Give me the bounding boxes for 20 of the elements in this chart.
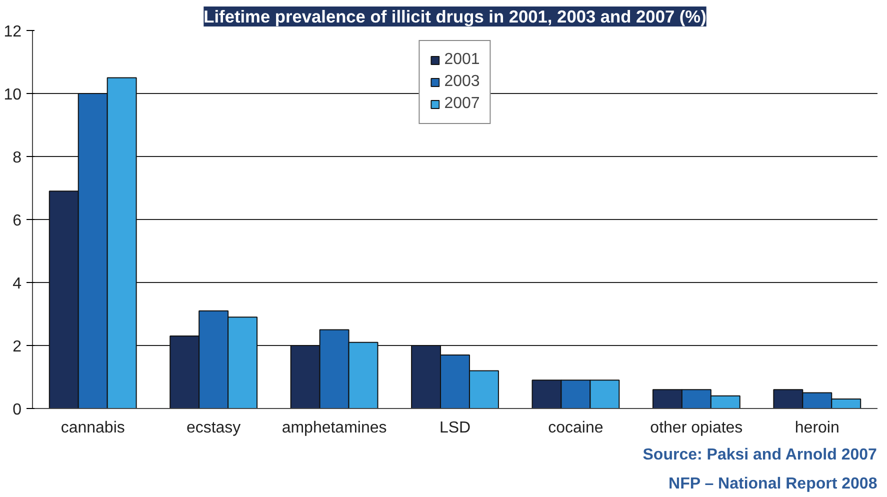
y-tick-label: 10 — [4, 86, 22, 104]
y-tick-label: 2 — [12, 338, 22, 356]
legend-label: 2003 — [444, 73, 480, 91]
legend-label: 2001 — [444, 51, 480, 69]
legend-label: 2007 — [444, 95, 480, 113]
x-tick-label: cocaine — [548, 420, 604, 436]
y-tick-label: 8 — [12, 150, 22, 166]
x-tick-label: amphetamines — [282, 420, 387, 436]
text: NFP – National Report 2008 — [668, 476, 878, 492]
x-tick-label: LSD — [439, 420, 471, 436]
y-tick-label: 4 — [12, 276, 22, 292]
y-tick-label: 0 — [12, 402, 22, 418]
chart-title: Lifetime prevalence of illicit drugs in 2001, 2003 and 2007 (%) — [204, 6, 706, 26]
x-tick-label: other opiates — [650, 420, 743, 436]
y-tick-label: 6 — [12, 212, 22, 230]
x-tick-label: ecstasy — [186, 420, 241, 436]
y-tick-label: 12 — [4, 24, 22, 40]
x-tick-label: heroin — [794, 420, 840, 436]
source-note: Source: Paksi and Arnold 2007 — [642, 446, 878, 464]
x-tick-label: cannabis — [60, 420, 125, 436]
